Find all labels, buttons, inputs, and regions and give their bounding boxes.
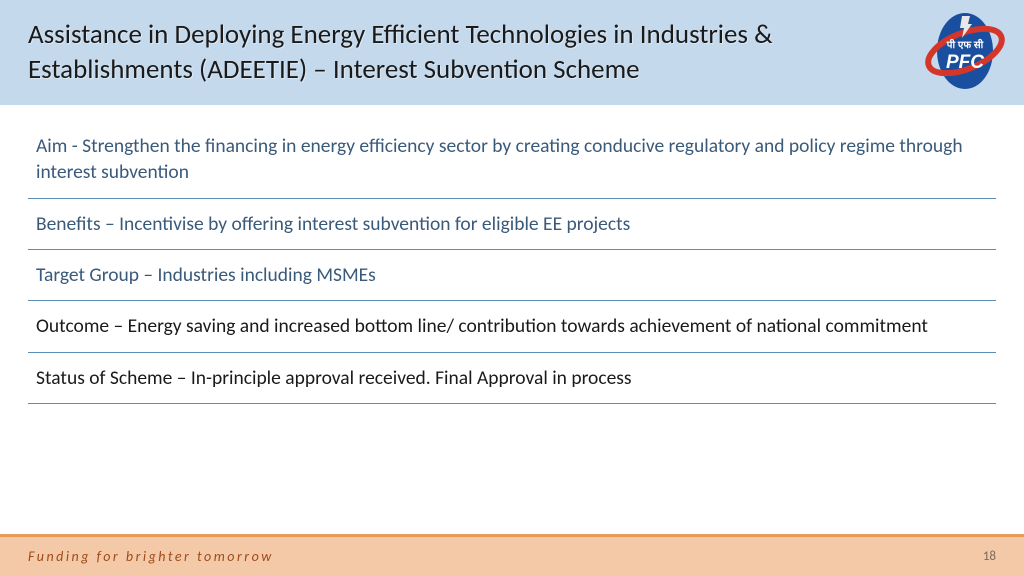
svg-text:PFC: PFC [946,52,984,73]
content-row: Benefits – Incentivise by offering inter… [28,199,996,250]
footer-tagline: Funding for brighter tomorrow [28,548,274,565]
slide-footer: Funding for brighter tomorrow 18 [0,534,1024,576]
page-number: 18 [983,549,996,564]
slide-header: Assistance in Deploying Energy Efficient… [0,0,1024,105]
content-row: Aim - Strengthen the financing in energy… [28,115,996,199]
content-row: Target Group – Industries including MSME… [28,250,996,301]
pfc-logo: पी एफ सी PFC [924,10,1006,92]
content-row: Status of Scheme – In-principle approval… [28,353,996,404]
content-row: Outcome – Energy saving and increased bo… [28,301,996,352]
svg-text:पी एफ सी: पी एफ सी [946,38,984,51]
slide-content: Aim - Strengthen the financing in energy… [0,105,1024,404]
slide-title: Assistance in Deploying Energy Efficient… [28,18,914,87]
